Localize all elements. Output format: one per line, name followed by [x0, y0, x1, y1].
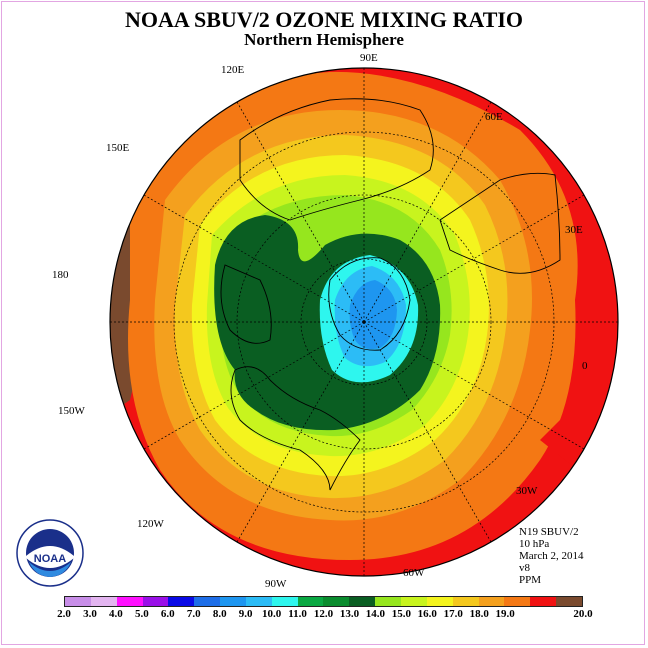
color-swatch: [504, 597, 531, 606]
logo-gull-icon: [26, 546, 74, 568]
lon-label-60w: 60W: [403, 567, 425, 579]
lon-label-30w: 30W: [516, 485, 538, 497]
latitude-circle-60: [236, 194, 492, 450]
lon-label-90w: 90W: [265, 578, 287, 590]
color-swatch: [400, 597, 427, 606]
color-swatch: [556, 597, 582, 606]
lon-label-30e: 30E: [565, 224, 583, 236]
color-swatch: [478, 597, 505, 606]
info-satellite: N19 SBUV/2: [519, 526, 579, 538]
color-swatch: [530, 597, 557, 606]
color-bar-tick-label: 2.0: [57, 608, 71, 620]
color-bar-tick-label: 7.0: [186, 608, 201, 620]
graticule: [110, 68, 618, 576]
color-swatch: [220, 597, 246, 606]
color-swatch: [323, 597, 350, 606]
info-pressure: 10 hPa: [519, 538, 550, 550]
north-america-coast: [230, 366, 361, 491]
color-bar-tick-label: 14.0: [365, 608, 386, 620]
color-swatch: [375, 597, 401, 606]
lon-label-150e: 150E: [106, 142, 130, 154]
lon-label-90e: 90E: [360, 52, 378, 64]
color-bar-tick-label: 13.0: [339, 608, 360, 620]
color-bar-tick-label: 4.0: [109, 608, 123, 620]
color-bar-tick-label: 11.0: [288, 608, 307, 620]
color-bar-tick-label: 19.0: [495, 608, 515, 620]
color-bar-tick-label: 9.0: [238, 608, 253, 620]
lon-label-60e: 60E: [485, 111, 503, 123]
logo-sea: [29, 562, 71, 577]
color-bar: [64, 596, 583, 607]
color-bar-tick-label: 6.0: [160, 608, 175, 620]
color-bar-tick-label: 10.0: [261, 608, 282, 620]
color-bar-tick-label: 18.0: [469, 608, 489, 620]
lon-label-180: 180: [52, 269, 69, 281]
contour-8: [349, 280, 397, 349]
logo-text: NOAA: [34, 553, 66, 565]
color-swatch: [271, 597, 298, 606]
color-swatch: [90, 597, 117, 606]
color-bar-ticks: 2.0 3.0 4.0 5.0 6.0 7.0 8.0 9.0 10.0 11.0 12.0 13.0…: [44, 608, 604, 622]
color-swatch: [194, 597, 221, 606]
color-bar-tick-label: 3.0: [83, 608, 97, 620]
color-swatch: [426, 597, 453, 606]
product-info: N19 SBUV/2 10 hPa March 2, 2014 v8 PPM: [519, 526, 583, 586]
europe-coast: [439, 172, 561, 274]
info-version: v8: [519, 562, 530, 574]
color-swatch: [116, 597, 143, 606]
color-bar-tick-label: 12.0: [313, 608, 334, 620]
greenland-coast: [328, 257, 411, 351]
color-swatch: [168, 597, 195, 606]
color-swatch: [297, 597, 324, 606]
color-bar-tick-label: 20.0: [573, 608, 593, 620]
alaska-coast: [220, 264, 272, 344]
color-bar-tick-label: 15.0: [391, 608, 411, 620]
color-bar-tick-label: 8.0: [212, 608, 227, 620]
color-swatch: [245, 597, 272, 606]
color-swatch: [452, 597, 479, 606]
color-swatch: [142, 597, 169, 606]
asia-coast: [239, 98, 434, 221]
color-bar-tick-label: 17.0: [443, 608, 463, 620]
map-boundary: [109, 67, 619, 577]
coastlines: [220, 98, 561, 491]
color-swatch: [349, 597, 376, 606]
info-units: PPM: [519, 574, 542, 586]
info-date: March 2, 2014: [519, 550, 584, 562]
color-bar-tick-label: 5.0: [134, 608, 149, 620]
noaa-logo: NOAA: [16, 519, 84, 587]
lon-label-150w: 150W: [58, 405, 86, 417]
longitude-labels: 90E 60E 30E 0 30W 60W 90W 120W 150W 180 …: [52, 52, 588, 590]
page-subtitle: Northern Hemisphere: [244, 30, 404, 49]
ozone-contours: [110, 68, 618, 576]
color-swatch: [65, 597, 91, 606]
color-bar-tick-label: 16.0: [417, 608, 437, 620]
lon-label-0: 0: [582, 360, 588, 372]
lon-label-120w: 120W: [137, 518, 165, 530]
page-title: NOAA SBUV/2 OZONE MIXING RATIO: [124, 7, 524, 32]
lon-label-120e: 120E: [221, 64, 245, 76]
latitude-circle-75: [300, 258, 428, 386]
